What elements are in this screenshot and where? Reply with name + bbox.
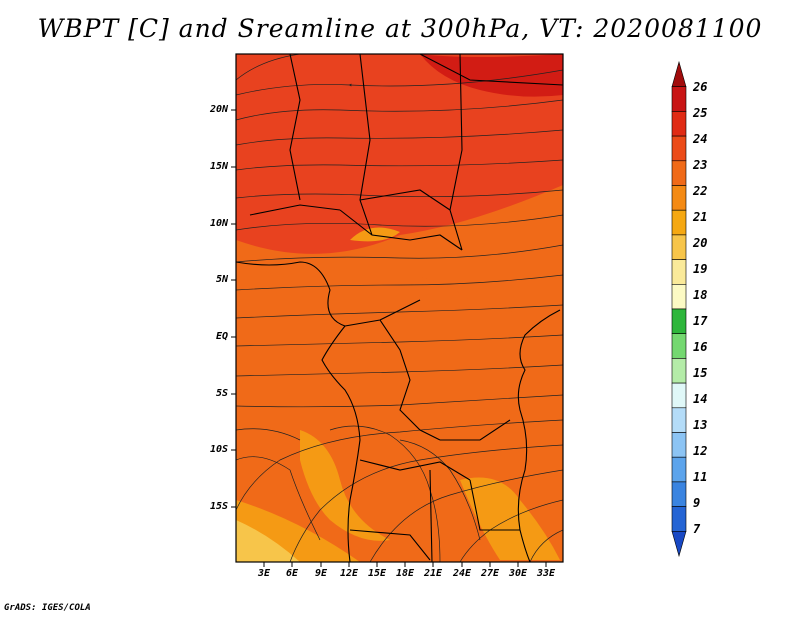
colorbar-segment bbox=[671, 135, 687, 162]
lat-label-5s: 5S bbox=[215, 388, 228, 399]
colorbar-segment bbox=[671, 407, 687, 433]
colorbar-label-15: 15 bbox=[693, 366, 708, 380]
colorbar-segment bbox=[671, 60, 687, 87]
colorbar-label-11: 11 bbox=[693, 470, 708, 484]
colorbar-label-9: 9 bbox=[693, 496, 701, 510]
lon-label-33e: 33E bbox=[536, 568, 556, 579]
colorbar-label-12: 12 bbox=[693, 444, 708, 458]
lon-label-24e: 24E bbox=[452, 568, 472, 579]
lat-label-5n: 5N bbox=[215, 274, 228, 285]
lon-label-18e: 18E bbox=[395, 568, 415, 579]
colorbar-segment bbox=[671, 382, 687, 409]
colorbar-segment bbox=[671, 333, 687, 359]
lon-label-12e: 12E bbox=[339, 568, 359, 579]
colorbar-segment bbox=[671, 456, 687, 483]
lon-label-9e: 9E bbox=[314, 568, 328, 579]
colorbar-segment bbox=[671, 308, 687, 335]
colorbar-segment bbox=[671, 358, 687, 384]
colorbar-segment bbox=[671, 209, 687, 236]
country-borders bbox=[236, 54, 563, 562]
lon-label-27e: 27E bbox=[480, 568, 500, 579]
credit-text: GrADS: IGES/COLA bbox=[4, 603, 91, 613]
colorbar-label-19: 19 bbox=[693, 262, 708, 276]
colorbar-segment bbox=[671, 86, 687, 112]
lon-label-3e: 3E bbox=[257, 568, 271, 579]
colorbar-segment bbox=[671, 432, 687, 458]
colorbar-label-18: 18 bbox=[693, 288, 708, 302]
lat-label-10n: 10N bbox=[209, 218, 228, 229]
colorbar-segment bbox=[671, 506, 687, 532]
colorbar-label-13: 13 bbox=[693, 418, 708, 432]
colorbar-label-17: 17 bbox=[693, 314, 708, 328]
colorbar-segment bbox=[671, 160, 687, 186]
map-frame bbox=[235, 53, 564, 563]
lat-label-15s: 15S bbox=[209, 501, 228, 512]
colorbar-label-20: 20 bbox=[693, 236, 708, 250]
colorbar-segment bbox=[671, 481, 687, 507]
lon-label-30e: 30E bbox=[508, 568, 528, 579]
chart-title: WBPT [C] and Sreamline at 300hPa, VT: 20… bbox=[37, 14, 763, 43]
lon-label-21e: 21E bbox=[423, 568, 443, 579]
colorbar-segment bbox=[671, 185, 687, 211]
axis-ticks bbox=[231, 109, 547, 567]
lat-label-eq: EQ bbox=[215, 331, 228, 342]
colorbar-label-25: 25 bbox=[693, 106, 708, 120]
colorbar-label-14: 14 bbox=[693, 392, 708, 406]
lat-label-10s: 10S bbox=[209, 444, 228, 455]
colorbar-segment bbox=[671, 259, 687, 285]
lon-label-6e: 6E bbox=[285, 568, 299, 579]
colorbar-label-7: 7 bbox=[693, 522, 701, 536]
colorbar-label-23: 23 bbox=[693, 158, 708, 172]
colorbar-segment bbox=[671, 283, 687, 310]
lat-label-15n: 15N bbox=[209, 161, 228, 172]
colorbar-label-16: 16 bbox=[693, 340, 708, 354]
colorbar-label-21: 21 bbox=[693, 210, 708, 224]
colorbar-label-24: 24 bbox=[693, 132, 708, 146]
colorbar-segment bbox=[671, 111, 687, 137]
colorbar-label-26: 26 bbox=[693, 80, 708, 94]
colorbar-segment bbox=[671, 531, 687, 558]
colorbar-label-22: 22 bbox=[693, 184, 708, 198]
lat-label-20n: 20N bbox=[209, 104, 228, 115]
lon-label-15e: 15E bbox=[367, 568, 387, 579]
colorbar-segment bbox=[671, 234, 687, 260]
streamlines bbox=[236, 54, 563, 562]
